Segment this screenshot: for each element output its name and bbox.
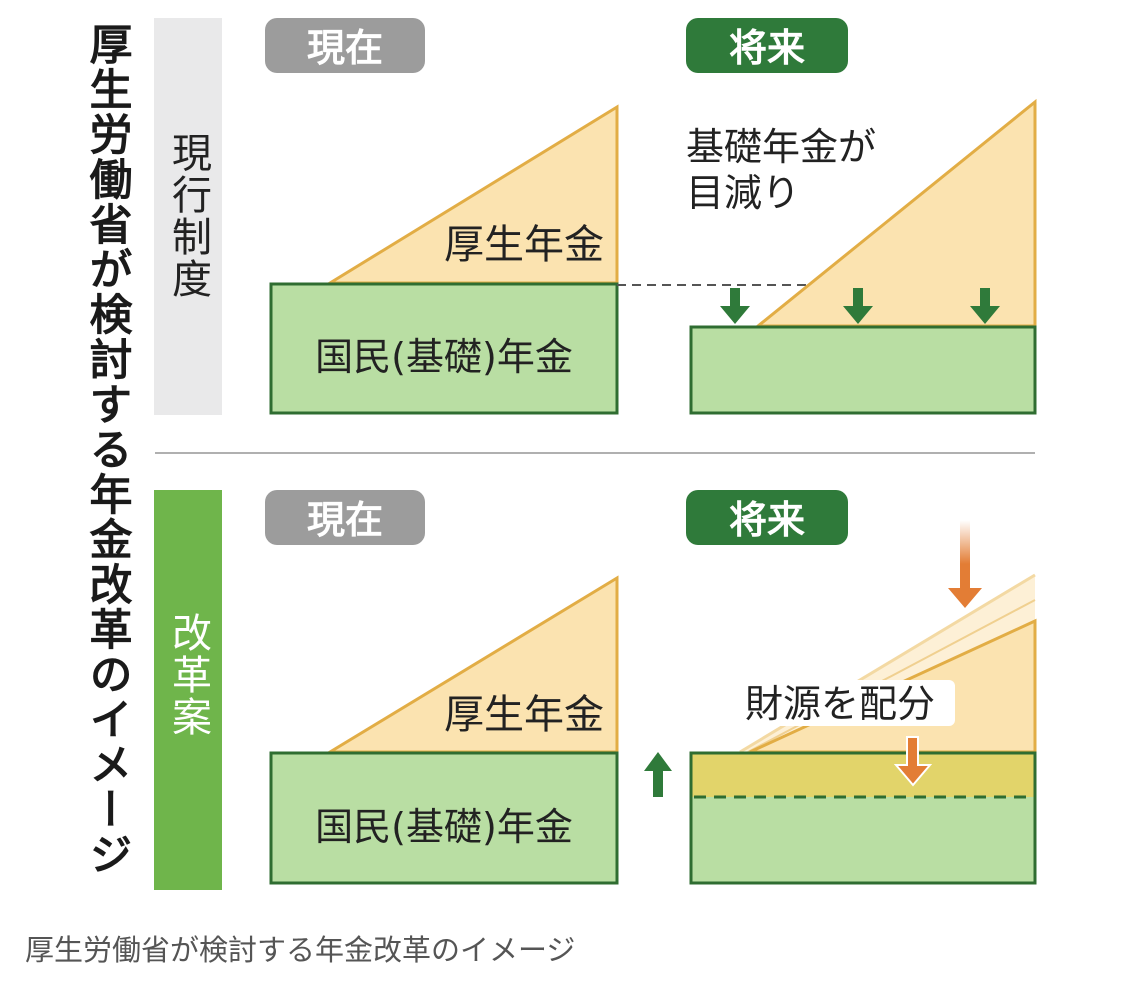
caption: 厚生労働省が検討する年金改革のイメージ bbox=[25, 933, 575, 967]
future-pill bbox=[686, 490, 848, 545]
reform-plan-label-bar bbox=[154, 490, 222, 890]
now-pill-label: 現在 bbox=[307, 26, 383, 70]
down-arrow-icon bbox=[970, 288, 1000, 324]
increased-basic-pension-band bbox=[691, 753, 1035, 797]
redistribute-label: 財源を配分 bbox=[745, 682, 935, 726]
future-pill-label: 将来 bbox=[729, 26, 805, 70]
down-arrows-group bbox=[720, 288, 1000, 324]
down-arrow-icon bbox=[720, 288, 750, 324]
now-pill bbox=[265, 490, 425, 545]
future-pill bbox=[686, 18, 848, 73]
diagram-title: 厚生労働省が検討する年金改革のイメージ bbox=[82, 22, 133, 877]
shrink-note-line2: 目減り bbox=[686, 171, 800, 215]
now-pill-label: 現在 bbox=[307, 498, 383, 542]
redistribute-label-box bbox=[725, 680, 955, 726]
orange-down-arrow-icon bbox=[948, 520, 982, 608]
employee-pension-label: 厚生年金 bbox=[444, 222, 604, 268]
basic-pension-label: 国民(基礎)年金 bbox=[315, 335, 573, 379]
future-basic-pension-block bbox=[689, 325, 1037, 415]
now-pill bbox=[265, 18, 425, 73]
future-pill-label: 将来 bbox=[729, 498, 805, 542]
basic-pension-label: 国民(基礎)年金 bbox=[315, 805, 573, 849]
future-basic-pension-block bbox=[691, 797, 1035, 883]
current-system-label: 現行制度 bbox=[165, 132, 212, 300]
current-system-label-bar bbox=[154, 18, 222, 415]
reform-plan-label: 改革案 bbox=[165, 612, 211, 738]
future-basic-pension-outline bbox=[689, 751, 1037, 885]
basic-pension-block bbox=[269, 751, 619, 885]
green-up-arrow-icon bbox=[644, 752, 672, 797]
ghost-outline bbox=[747, 599, 1036, 753]
basic-pension-block bbox=[269, 282, 619, 415]
orange-down-arrow-icon bbox=[893, 736, 933, 787]
employee-pension-label: 厚生年金 bbox=[444, 692, 604, 738]
down-arrow-icon bbox=[843, 288, 873, 324]
shrink-note-line1: 基礎年金が bbox=[686, 125, 876, 169]
